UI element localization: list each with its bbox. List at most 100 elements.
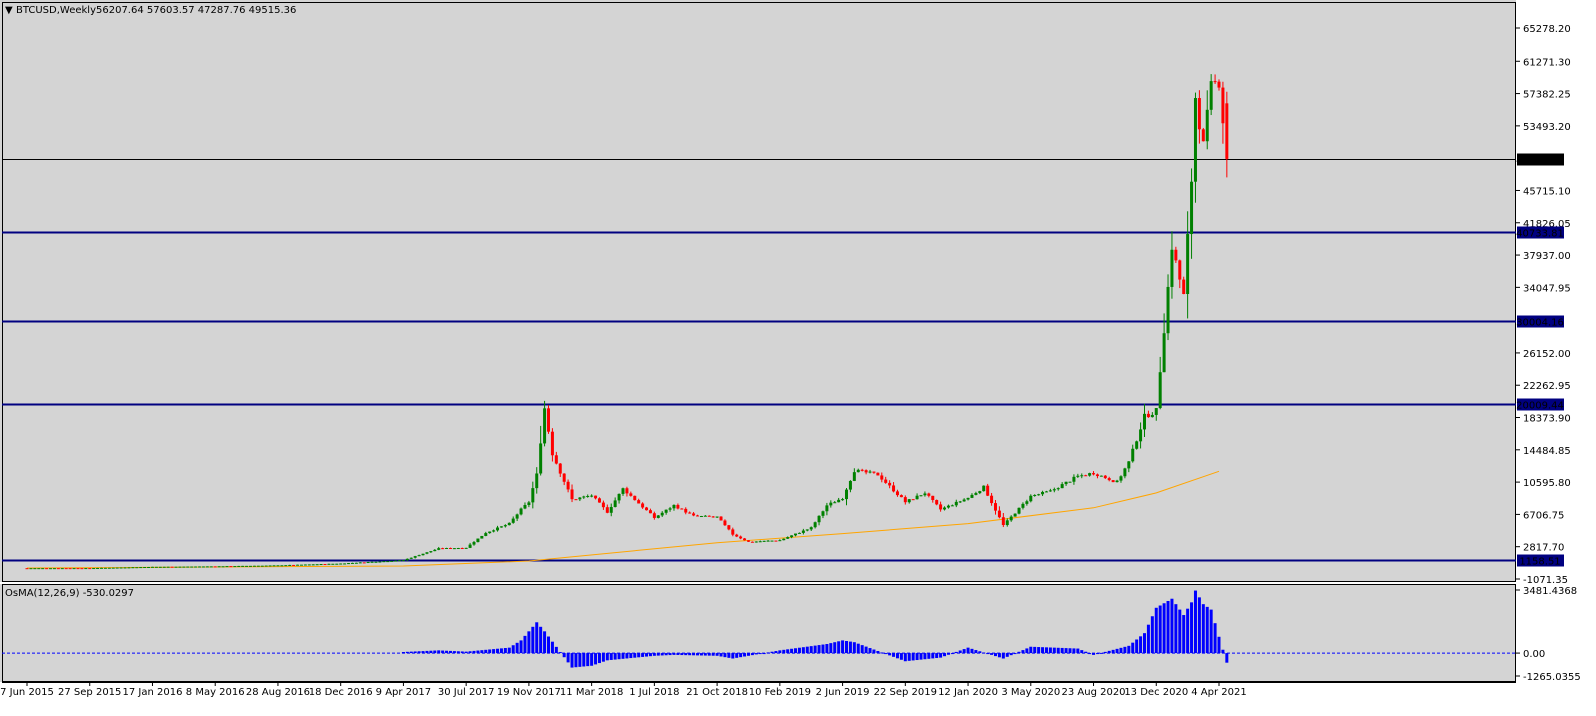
osma-bar (892, 653, 896, 657)
candle (919, 495, 923, 497)
osma-bar (880, 652, 884, 654)
osma-bar (496, 648, 500, 654)
candle-body (425, 552, 429, 554)
osma-bar (519, 640, 523, 654)
osma-bar (860, 645, 864, 654)
candle (1221, 81, 1225, 144)
candle (1205, 90, 1209, 150)
candle-body (441, 548, 445, 550)
time-tick-label: 12 Jan 2020 (938, 687, 998, 698)
candle (80, 568, 84, 570)
candle (895, 489, 899, 497)
candle (1029, 494, 1033, 503)
candle-body (1080, 475, 1084, 477)
osma-bar (837, 641, 841, 654)
candle-body (825, 505, 829, 512)
candle-body (182, 566, 186, 568)
price-tick-label: -1071.35 (1523, 575, 1568, 586)
osma-bar (472, 650, 476, 654)
price-tick-label: 2817.70 (1523, 543, 1564, 554)
osma-bar (1095, 653, 1099, 655)
candle (809, 526, 813, 531)
candle (52, 568, 56, 570)
osma-bar (594, 653, 598, 665)
osma-bar (766, 652, 770, 654)
price-tick-label: 22262.95 (1523, 381, 1571, 392)
candle-body (841, 499, 845, 501)
candle-body (1115, 480, 1119, 483)
time-tick-label: 30 Jul 2017 (438, 687, 495, 698)
osma-bar (1088, 653, 1092, 655)
candle-body (147, 566, 151, 568)
candle (198, 566, 202, 568)
candle (1174, 246, 1178, 263)
header-arrow[interactable]: ▼ (5, 5, 13, 16)
candle-body (703, 515, 707, 517)
osma-bar (986, 653, 990, 655)
osma-bar (609, 653, 613, 660)
osma-tick-label: 3481.4368 (1523, 586, 1577, 597)
candle (997, 506, 1001, 519)
candle-body (648, 510, 652, 514)
candle (311, 564, 315, 566)
candle (511, 516, 515, 524)
osma-bar (735, 653, 739, 658)
level-label-bg (1517, 226, 1564, 239)
osma-bar (652, 653, 656, 656)
time-tick-label: 18 Dec 2016 (309, 687, 373, 698)
candle (319, 563, 323, 566)
candle (750, 541, 754, 543)
candle (668, 506, 672, 512)
candle-body (978, 491, 982, 494)
osma-bar (1123, 646, 1127, 654)
candle (1190, 168, 1194, 259)
candle-body (907, 499, 911, 503)
candle-body (335, 563, 339, 565)
candle (323, 563, 327, 566)
osma-bar (1119, 647, 1123, 654)
candle-body (668, 508, 672, 510)
candle (496, 525, 500, 532)
candle-body (292, 564, 296, 566)
candle-body (41, 568, 45, 570)
candle (1092, 471, 1096, 476)
candle (1170, 231, 1174, 299)
osma-bar (770, 651, 774, 654)
candle (264, 565, 268, 567)
candle-body (209, 566, 213, 568)
candle (484, 531, 488, 537)
candle (111, 567, 115, 569)
candle (845, 488, 848, 506)
osma-bar (688, 653, 692, 656)
candle-body (586, 495, 590, 497)
osma-bar (578, 653, 582, 667)
osma-bar (1174, 604, 1178, 654)
candle-body (241, 565, 245, 567)
osma-bar (539, 626, 543, 654)
osma-bar (413, 651, 417, 654)
osma-bar (558, 652, 562, 654)
candle (37, 568, 41, 570)
candle-body (1119, 476, 1123, 481)
candle (503, 524, 507, 528)
symbol-title: BTCUSD,Weekly (16, 5, 96, 16)
candle (578, 497, 582, 502)
candle-body (139, 567, 143, 569)
candle-body (754, 541, 758, 543)
sub-plot-border (2, 584, 1516, 682)
candle-body (1037, 494, 1041, 496)
osma-bar (931, 653, 935, 659)
candle-body (946, 505, 950, 508)
osma-bar (648, 653, 652, 657)
osma-bar (405, 651, 409, 654)
osma-bar (543, 631, 547, 654)
candle-body (1158, 372, 1162, 409)
candle (307, 564, 311, 566)
candle-body (64, 568, 68, 570)
candle-body (1060, 484, 1064, 489)
candle-body (696, 515, 699, 517)
candle-body (797, 532, 801, 534)
candle-body (1170, 249, 1174, 287)
candle (213, 566, 217, 568)
osma-bar (962, 649, 966, 654)
